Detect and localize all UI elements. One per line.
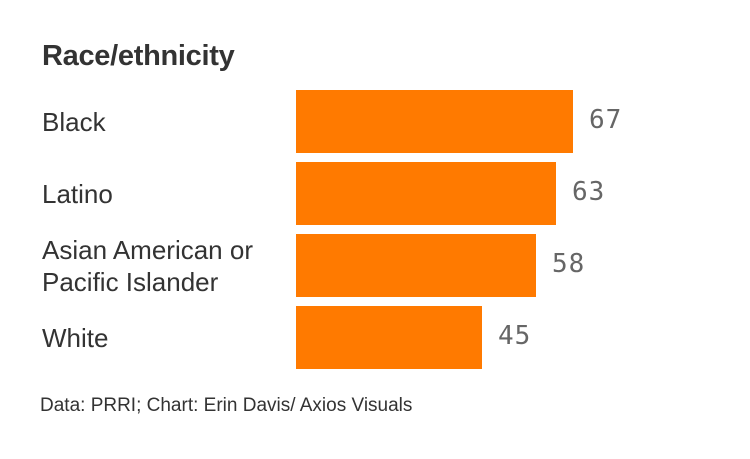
bar: [296, 162, 556, 225]
value-label: 63: [572, 177, 606, 207]
bar: [296, 306, 482, 369]
category-label: White: [42, 322, 109, 353]
category-label: Black: [42, 106, 106, 137]
value-label: 67: [589, 105, 623, 135]
category-label: Latino: [42, 178, 113, 209]
category-label: Asian American or Pacific Islander: [42, 234, 253, 297]
bar: [296, 234, 536, 297]
chart-title: Race/ethnicity: [42, 40, 235, 72]
value-label: 45: [498, 321, 532, 351]
source-credit: Data: PRRI; Chart: Erin Davis/ Axios Vis…: [40, 395, 413, 416]
value-label: 58: [552, 249, 586, 279]
bar: [296, 90, 573, 153]
